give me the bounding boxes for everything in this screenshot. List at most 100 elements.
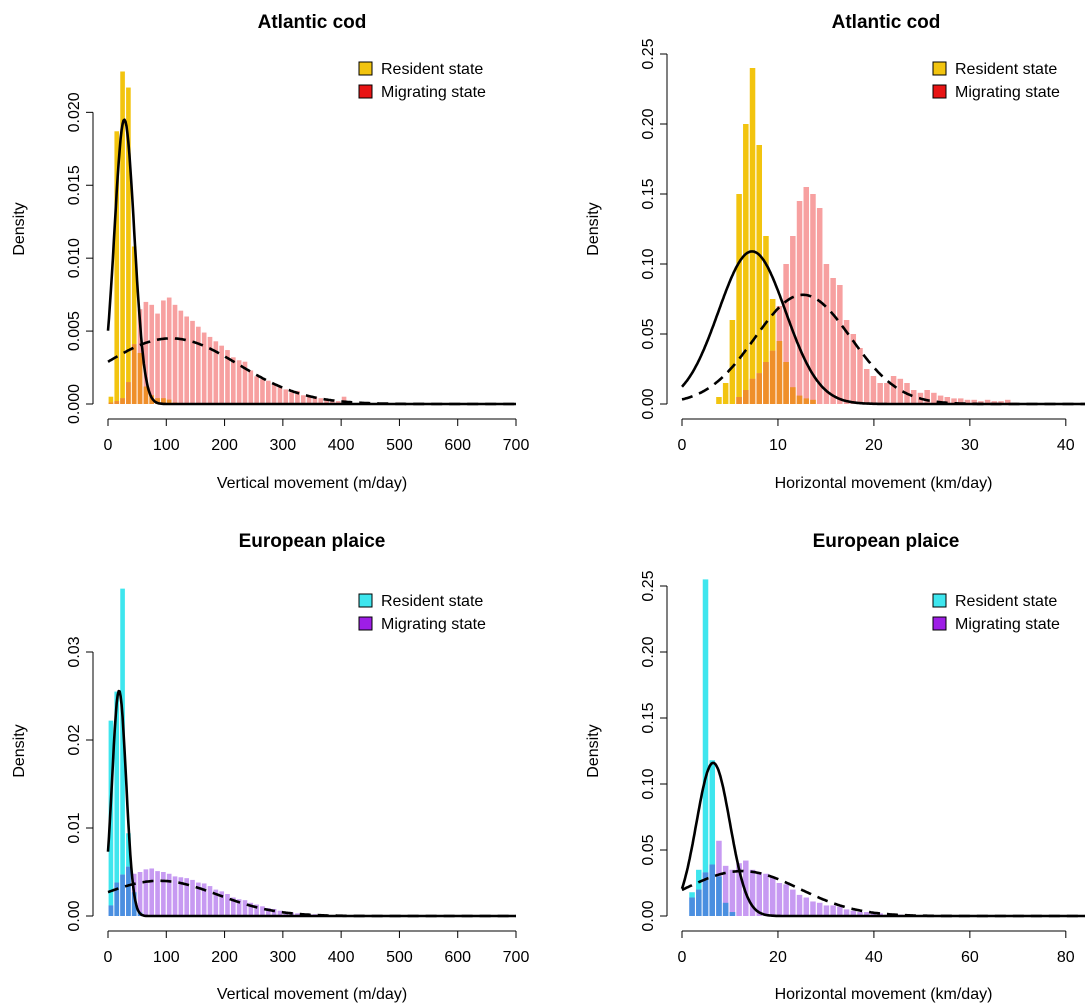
bar-migrating (998, 401, 1004, 404)
bar-migrating (910, 390, 917, 404)
bar-migrating (265, 380, 271, 404)
bar-resident (702, 579, 709, 916)
legend-swatch (358, 61, 373, 76)
y-axis: 0.00 0.01 0.02 0.03 (66, 636, 94, 932)
bar-resident (722, 383, 729, 404)
bar-migrating (225, 894, 230, 916)
y-tick-label: 0.20 (640, 636, 657, 667)
bar-overlap (108, 905, 114, 916)
bar-migrating (816, 902, 823, 916)
bar-migrating (816, 208, 823, 404)
bar-migrating (736, 863, 742, 916)
chart-title: European plaice (813, 531, 960, 552)
x-axis: 0 100 200 300 400 500 600 700 (104, 418, 529, 454)
bar-resident (114, 131, 120, 404)
bar-migrating (149, 304, 155, 404)
bar-migrating (248, 902, 254, 916)
fitted-curve-resident (106, 118, 517, 406)
fitted-curve-migrating (681, 293, 1086, 406)
x-tick-label: 200 (211, 437, 238, 454)
legend-label: Migrating state (955, 84, 1060, 101)
y-tick-label: 0.010 (66, 238, 83, 278)
bar-migrating (196, 326, 201, 404)
bar-migrating (810, 901, 816, 916)
bar-migrating (897, 378, 904, 404)
x-axis: 0 100 200 300 400 500 600 700 (104, 930, 529, 966)
bar-migrating (219, 345, 224, 404)
legend-label: Resident state (955, 593, 1057, 610)
chart-title: European plaice (239, 531, 386, 552)
x-tick-label: 20 (865, 437, 883, 454)
bar-migrating (931, 392, 937, 404)
bar-resident (120, 588, 125, 916)
bar-overlap (783, 362, 789, 404)
y-tick-label: 0.03 (66, 636, 83, 667)
bar-overlap (803, 398, 810, 404)
bar-migrating (254, 376, 259, 404)
bar-migrating (803, 897, 810, 916)
bar-migrating (271, 908, 277, 916)
bar-migrating (143, 301, 149, 404)
bar-migrating (863, 912, 870, 916)
bar-migrating (863, 369, 870, 404)
bar-migrating (312, 396, 318, 404)
bar-migrating (155, 313, 160, 404)
bar-migrating (823, 264, 830, 404)
bar-migrating (236, 360, 242, 404)
bar-overlap (796, 395, 803, 404)
bar-overlap (743, 390, 749, 404)
y-axis: 0.000 0.005 0.010 0.015 0.020 (66, 92, 94, 424)
bar-overlap (722, 902, 729, 916)
bar-migrating (1005, 399, 1011, 404)
x-tick-label: 300 (270, 949, 297, 966)
bar-migrating (830, 905, 836, 916)
bar-migrating (890, 376, 897, 404)
bar-migrating (957, 398, 964, 404)
bar-migrating (260, 379, 265, 404)
bar-migrating (219, 891, 224, 916)
y-tick-label: 0.01 (66, 812, 83, 843)
y-tick-label: 0.15 (640, 178, 657, 209)
bar-migrating (884, 383, 890, 404)
x-axis-label: Horizontal movement (km/day) (775, 475, 993, 492)
bar-resident (126, 87, 131, 405)
y-tick-label: 0.02 (66, 724, 83, 755)
bar-overlap (689, 897, 695, 916)
bar-migrating (184, 878, 189, 916)
y-tick-label: 0.05 (640, 318, 657, 349)
bar-migrating (722, 865, 729, 916)
bar-migrating (161, 872, 166, 916)
fitted-curve-migrating (107, 337, 517, 406)
x-tick-label: 0 (678, 437, 687, 454)
histogram-bars (689, 579, 904, 916)
bar-overlap (696, 889, 702, 916)
x-tick-label: 300 (270, 437, 297, 454)
panel-plaice-vertical: European plaice Vertical movement (m/day… (11, 531, 529, 1003)
bar-migrating (991, 401, 998, 404)
bar-overlap (126, 382, 131, 404)
x-tick-label: 400 (328, 949, 355, 966)
bar-migrating (743, 860, 749, 916)
y-tick-label: 0.20 (640, 108, 657, 139)
legend-swatch (932, 61, 947, 76)
bar-migrating (837, 906, 843, 916)
chart-title: Atlantic cod (832, 12, 941, 33)
bar-migrating (207, 886, 213, 916)
y-axis: 0.00 0.05 0.10 0.15 0.20 0.25 (640, 38, 668, 420)
x-axis-label: Vertical movement (m/day) (217, 475, 407, 492)
bar-migrating (196, 882, 201, 916)
bar-migrating (213, 889, 219, 916)
bar-overlap (131, 344, 137, 404)
bar-overlap (749, 378, 756, 404)
bar-overlap (790, 387, 796, 404)
x-tick-label: 500 (386, 949, 413, 966)
bar-overlap (108, 402, 114, 404)
y-tick-label: 0.10 (640, 768, 657, 799)
bar-migrating (729, 869, 736, 916)
bar-migrating (265, 908, 271, 916)
bar-resident (108, 396, 114, 404)
bar-resident (716, 397, 722, 404)
legend-label: Migrating state (381, 616, 486, 633)
bar-resident (756, 145, 762, 404)
bar-resident (131, 246, 137, 404)
